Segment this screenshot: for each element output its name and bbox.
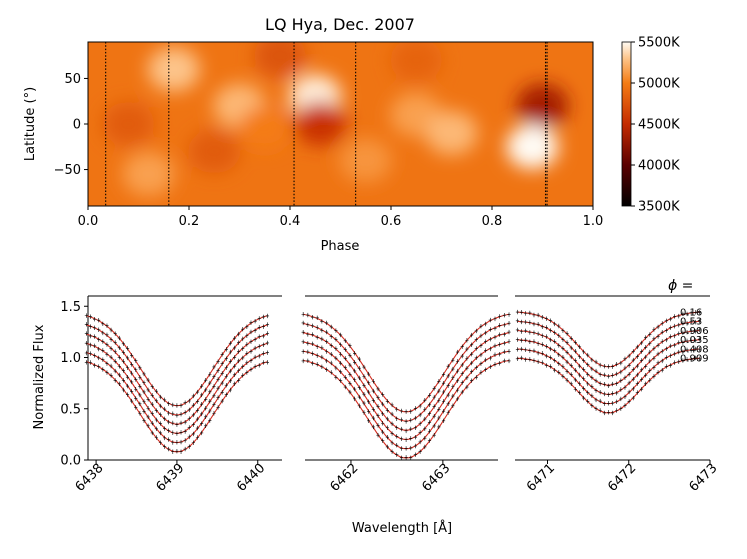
observed-profile-points [84,313,270,408]
map-spot [122,152,175,197]
map-x-tick-label: 0.0 [78,214,99,229]
observed-phase-lines [105,42,548,206]
model-profile-line [517,311,700,368]
spectra-x-tick-label: 6463 [419,461,453,495]
observed-profile-points [84,340,270,436]
map-spot [390,42,443,83]
spectra-y-tick-label: 0.5 [60,402,81,417]
model-profile-line [303,313,510,413]
map-spot [238,106,291,151]
map-spot [147,47,200,92]
map-spot [188,129,241,174]
model-profile-line [303,341,510,441]
map-features [102,42,569,197]
observed-profile-points [301,358,511,460]
map-x-label: Phase [321,239,360,254]
observed-profile-points [84,350,270,445]
phase-label: 0.035 [680,335,709,346]
model-profile-line [86,333,268,425]
map-x-tick-label: 0.8 [482,214,503,229]
map-spot [516,83,569,128]
observed-profile-points [84,360,270,454]
phase-label: 0.408 [680,344,709,355]
map-spot [253,42,306,78]
model-profile-line [86,324,268,416]
map-x-tick-label: 0.2 [179,214,200,229]
phase-label: 0.53 [680,317,702,328]
spectra-x-tick-label: 6471 [524,461,558,495]
spectra-x-tick-label: 6472 [605,461,639,495]
model-profile-line [303,359,510,459]
colorbar-tick-label: 4000K [638,159,680,174]
map-spot [425,111,478,156]
map-area [88,42,593,206]
colorbar-tick-label: 5500K [638,36,680,51]
model-profile-line [86,315,268,407]
observed-profile-points [301,312,511,414]
observed-profile-points [301,329,511,434]
map-spot [102,102,155,146]
observed-profile-points [515,318,702,379]
spectra-x-tick-label: 6462 [327,461,361,495]
map-x-tick-label: 0.6 [381,214,402,229]
spectra-y-label: Normalized Flux [32,324,47,429]
spectra-x-label: Wavelength [Å] [352,520,452,536]
line-profile-panel: 6462 6463 [301,295,511,495]
model-profile-line [86,342,268,434]
colorbar-tick-label: 5000K [638,77,680,92]
map-x-tick-label: 0.4 [280,214,301,229]
phase-legend-header: ϕ = [668,278,693,294]
observed-profile-points [515,337,702,397]
map-y-tick-label: 0 [73,118,81,133]
map-spot [294,102,347,146]
spectra-x-tick-label: 6473 [687,461,721,495]
spectra-y-tick-label: 1.0 [60,351,81,366]
map-y-label: Latitude (°) [23,87,38,161]
map-x-tick-label: 1.0 [583,214,604,229]
map-x-ticks: 0.0 0.2 0.4 0.6 0.8 1.0 [78,206,604,229]
spectra-y-tick-label: 0.0 [60,454,81,469]
model-profile-line [303,322,510,422]
spectra-x-tick-label: 6440 [234,461,268,495]
observed-profile-points [301,339,511,442]
model-profile-line [303,332,510,431]
phase-label: 0.16 [680,307,702,318]
phase-label: 0.909 [680,354,709,365]
observed-profile-points [84,322,270,418]
colorbar [621,41,632,207]
map-y-tick-label: −50 [54,163,81,178]
colorbar-ticks: 5500K 5000K 4500K 4000K 3500K [631,36,680,215]
map-spot [339,138,392,183]
map-y-ticks: 50 0 −50 [54,72,88,178]
model-profile-line [86,352,268,444]
observed-profile-points [84,331,270,427]
phase-label: 0.906 [680,326,709,337]
spectra-x-tick-label: 6439 [153,461,187,495]
observed-profile-points [301,320,511,424]
observed-profile-points [515,327,702,388]
map-spot [506,124,559,169]
colorbar-tick-label: 4500K [638,118,680,133]
observed-profile-points [515,309,702,369]
map-y-tick-label: 50 [64,72,81,87]
observed-profile-points [515,355,702,416]
colorbar-tick-label: 3500K [638,200,680,215]
spectra-y-tick-label: 1.5 [60,300,81,315]
observed-profile-points [515,346,702,406]
observed-profile-points [301,349,511,451]
map-title: LQ Hya, Dec. 2007 [265,15,415,34]
model-profile-line [303,350,510,450]
